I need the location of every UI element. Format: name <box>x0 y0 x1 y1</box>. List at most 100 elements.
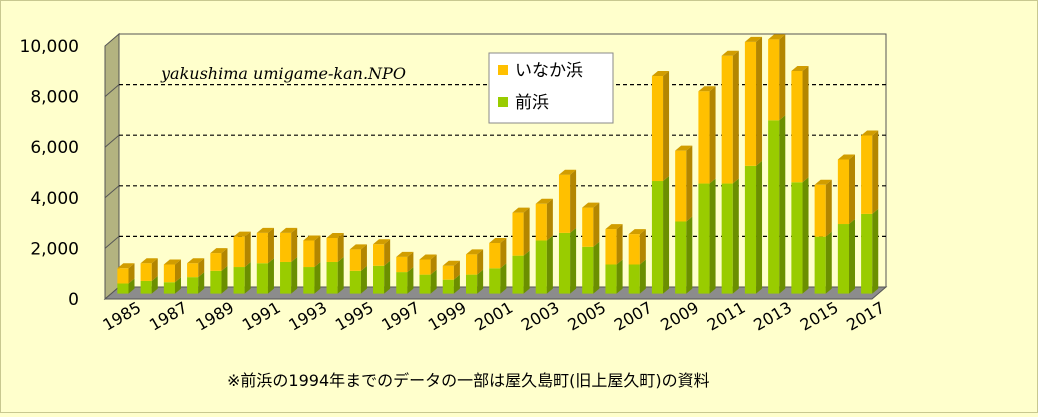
bar-inakahama <box>535 198 553 241</box>
bar-inakahama-front <box>628 234 640 265</box>
footnote: ※前浜の1994年までのデータの一部は屋久島町(旧上屋久町)の資料 <box>227 371 710 390</box>
bar-inakahama-top <box>814 179 832 185</box>
bar-inakahama-front <box>721 55 733 184</box>
bar-inakahama-front <box>744 41 757 166</box>
bar-maehama-side <box>174 277 181 294</box>
x-tick-label: 2017 <box>843 298 888 335</box>
x-tick-label: 1997 <box>378 298 423 335</box>
bar-inakahama-side <box>546 198 553 241</box>
bar-maehama <box>861 208 879 294</box>
bar-maehama-front <box>326 261 338 294</box>
bar-inakahama-side <box>756 36 763 166</box>
legend-label-maehama: 前浜 <box>515 93 549 113</box>
bar-inakahama-top <box>442 260 460 266</box>
bar-inakahama-top <box>768 34 786 40</box>
bar-maehama-front <box>280 261 292 294</box>
x-tick-label: 1991 <box>239 298 284 335</box>
bar-maehama-front <box>535 240 547 294</box>
bar-maehama <box>140 275 158 294</box>
bar-inakahama-front <box>465 254 478 275</box>
bar-maehama-front <box>489 268 501 294</box>
bar-inakahama-side <box>639 229 646 265</box>
bar-inakahama-front <box>698 91 710 184</box>
bar-maehama-front <box>303 267 315 294</box>
bar-inakahama <box>373 239 391 266</box>
bar-inakahama <box>768 34 786 121</box>
bar-inakahama <box>698 86 716 184</box>
bar-maehama <box>187 272 205 294</box>
bar-inakahama-top <box>628 229 646 235</box>
bar-inakahama-top <box>140 258 158 264</box>
bar-maehama-front <box>465 274 478 294</box>
bar-maehama-side <box>663 176 670 294</box>
bar-maehama <box>117 278 135 294</box>
bar-maehama-front <box>210 270 222 294</box>
bar-maehama <box>326 256 344 294</box>
x-tick-label: 2015 <box>797 298 842 335</box>
x-tick-label: 2013 <box>750 298 795 335</box>
bar-inakahama-side <box>407 251 414 273</box>
bar-inakahama-top <box>373 239 391 245</box>
bar-inakahama-side <box>291 227 298 262</box>
bar-maehama-side <box>360 265 367 294</box>
legend-swatch-maehama <box>498 97 508 107</box>
bar-maehama-side <box>616 259 623 294</box>
bar-maehama <box>373 260 391 294</box>
bar-inakahama-front <box>396 256 408 273</box>
bar-inakahama-side <box>151 258 158 281</box>
bar-inakahama-side <box>825 179 832 237</box>
bar-inakahama-top <box>280 227 298 233</box>
gridline-side <box>104 134 120 148</box>
bar-maehama <box>651 176 670 294</box>
x-tick-label: 1999 <box>425 298 470 335</box>
bar-inakahama-top <box>744 36 763 42</box>
bar-maehama-front <box>419 274 431 294</box>
bar-maehama-side <box>151 275 158 294</box>
bar-maehama <box>442 274 460 294</box>
bar-maehama <box>582 241 600 294</box>
bar-inakahama <box>442 260 460 280</box>
bar-maehama-side <box>523 250 530 294</box>
bar-maehama <box>349 265 367 294</box>
bar-inakahama-front <box>791 70 803 183</box>
bar-maehama-side <box>198 272 205 294</box>
bar-maehama <box>419 269 437 294</box>
x-tick-label: 1987 <box>146 298 191 335</box>
bar-inakahama-front <box>605 229 617 265</box>
bar-inakahama-top <box>349 244 367 250</box>
bar-maehama <box>256 258 274 294</box>
bar-inakahama-front <box>837 159 850 225</box>
bar-inakahama-side <box>709 86 716 184</box>
bar-maehama <box>512 250 530 294</box>
bar-inakahama-side <box>267 227 274 264</box>
bar-maehama <box>303 262 321 294</box>
bar-inakahama-side <box>523 207 530 256</box>
bar-maehama <box>396 267 414 294</box>
plot-side-wall <box>104 32 120 301</box>
bar-inakahama-side <box>360 244 367 271</box>
bar-inakahama-top <box>582 202 600 208</box>
bar-inakahama-side <box>849 154 856 225</box>
bar-maehama-side <box>267 258 274 294</box>
bar-maehama-side <box>546 235 553 294</box>
bar-inakahama-front <box>489 243 501 269</box>
bar-maehama-side <box>244 262 251 294</box>
bar-inakahama <box>861 130 879 214</box>
bar-inakahama-top <box>605 224 623 230</box>
bar-inakahama <box>675 145 693 222</box>
bar-inakahama <box>791 65 809 183</box>
y-tick-label: 0 <box>68 290 79 310</box>
bar-maehama-side <box>756 160 763 294</box>
bar-inakahama-top <box>512 207 530 213</box>
bar-inakahama <box>187 258 205 278</box>
bar-maehama <box>814 231 832 294</box>
bar-inakahama-front <box>582 207 594 247</box>
bar-inakahama <box>349 244 367 271</box>
bar-inakahama-side <box>500 238 507 269</box>
bar-inakahama-top <box>326 232 344 238</box>
bar-inakahama-front <box>768 39 780 121</box>
bar-maehama-side <box>430 269 437 294</box>
bar-inakahama-side <box>384 239 391 266</box>
bar-maehama-side <box>825 231 832 294</box>
